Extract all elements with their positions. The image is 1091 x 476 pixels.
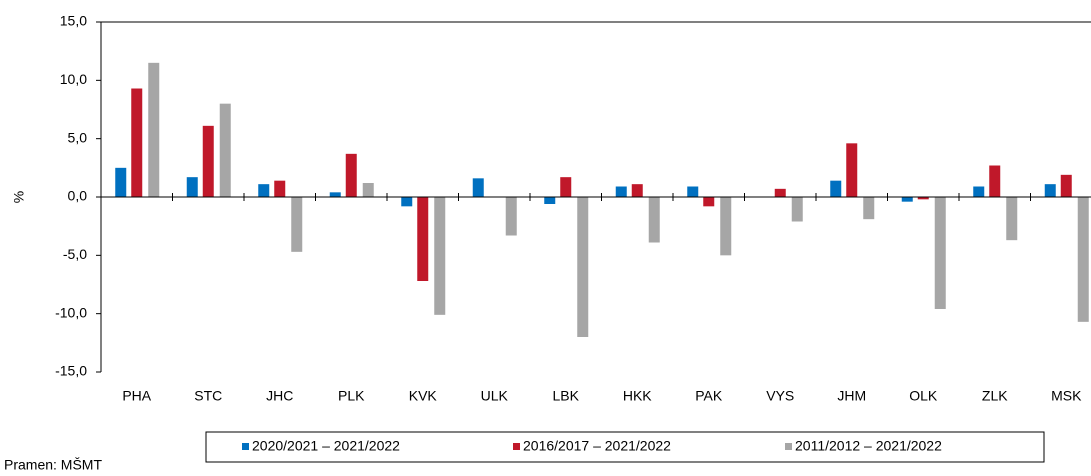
bar [846, 143, 858, 197]
bar [648, 197, 660, 243]
bar [401, 197, 413, 207]
x-tick-label: PHA [122, 388, 151, 404]
bar [560, 177, 572, 197]
bar [186, 177, 198, 197]
x-tick-label: HKK [623, 388, 652, 404]
x-tick-label: JHM [837, 388, 866, 404]
bar [148, 62, 160, 198]
y-tick-label: 0,0 [68, 188, 88, 204]
bar [329, 192, 341, 197]
bar [1077, 197, 1089, 322]
bar [258, 184, 270, 197]
bar [417, 197, 429, 281]
legend-label: 2016/2017 – 2021/2022 [523, 438, 671, 454]
x-tick-label: STC [194, 388, 222, 404]
x-tick-label: PLK [338, 388, 365, 404]
bar [720, 197, 732, 256]
legend-swatch [785, 443, 792, 450]
bar [544, 197, 556, 204]
bar [703, 197, 715, 207]
x-tick-label: VYS [766, 388, 794, 404]
legend-label: 2011/2012 – 2021/2022 [795, 438, 942, 454]
legend-swatch [242, 443, 249, 450]
bar [901, 197, 913, 202]
x-tick-label: PAK [695, 388, 723, 404]
bar [115, 167, 127, 197]
bar [291, 197, 303, 252]
legend-swatch [513, 443, 520, 450]
bar [631, 184, 643, 197]
y-tick-label: 10,0 [60, 71, 87, 87]
bar [202, 125, 214, 197]
bar [917, 197, 929, 200]
bar [830, 180, 842, 197]
bar [774, 188, 786, 197]
bar [362, 183, 374, 197]
legend-box [205, 431, 1045, 463]
bar [863, 197, 875, 220]
bar [577, 197, 589, 337]
x-tick-label: OLK [909, 388, 938, 404]
bar [791, 197, 803, 222]
bar [472, 178, 484, 197]
bar [687, 186, 699, 197]
y-tick-label: -5,0 [63, 246, 87, 262]
legend-label: 2020/2021 – 2021/2022 [252, 438, 400, 454]
y-tick-label: 15,0 [60, 13, 87, 29]
bar [345, 153, 357, 197]
x-tick-label: LBK [553, 388, 580, 404]
bar [1006, 197, 1018, 241]
x-tick-label: ULK [481, 388, 509, 404]
bar [615, 186, 627, 197]
bar [1044, 184, 1056, 197]
bar [1060, 174, 1072, 197]
y-tick-label: -15,0 [55, 363, 87, 379]
source: Pramen: MŠMT [4, 457, 102, 473]
x-tick-label: MSK [1051, 388, 1082, 404]
bar [505, 197, 517, 236]
bar [989, 165, 1001, 197]
bar [434, 197, 446, 315]
y-tick-label: -10,0 [55, 304, 87, 320]
x-tick-label: ZLK [982, 388, 1008, 404]
x-tick-label: JHC [266, 388, 293, 404]
y-tick-label: 5,0 [68, 129, 88, 145]
x-tick-label: KVK [409, 388, 438, 404]
bar [973, 186, 985, 197]
bar [274, 180, 286, 197]
bar [934, 197, 946, 309]
y-axis-label: % [11, 191, 27, 203]
bar [219, 103, 231, 197]
bar [131, 88, 143, 197]
